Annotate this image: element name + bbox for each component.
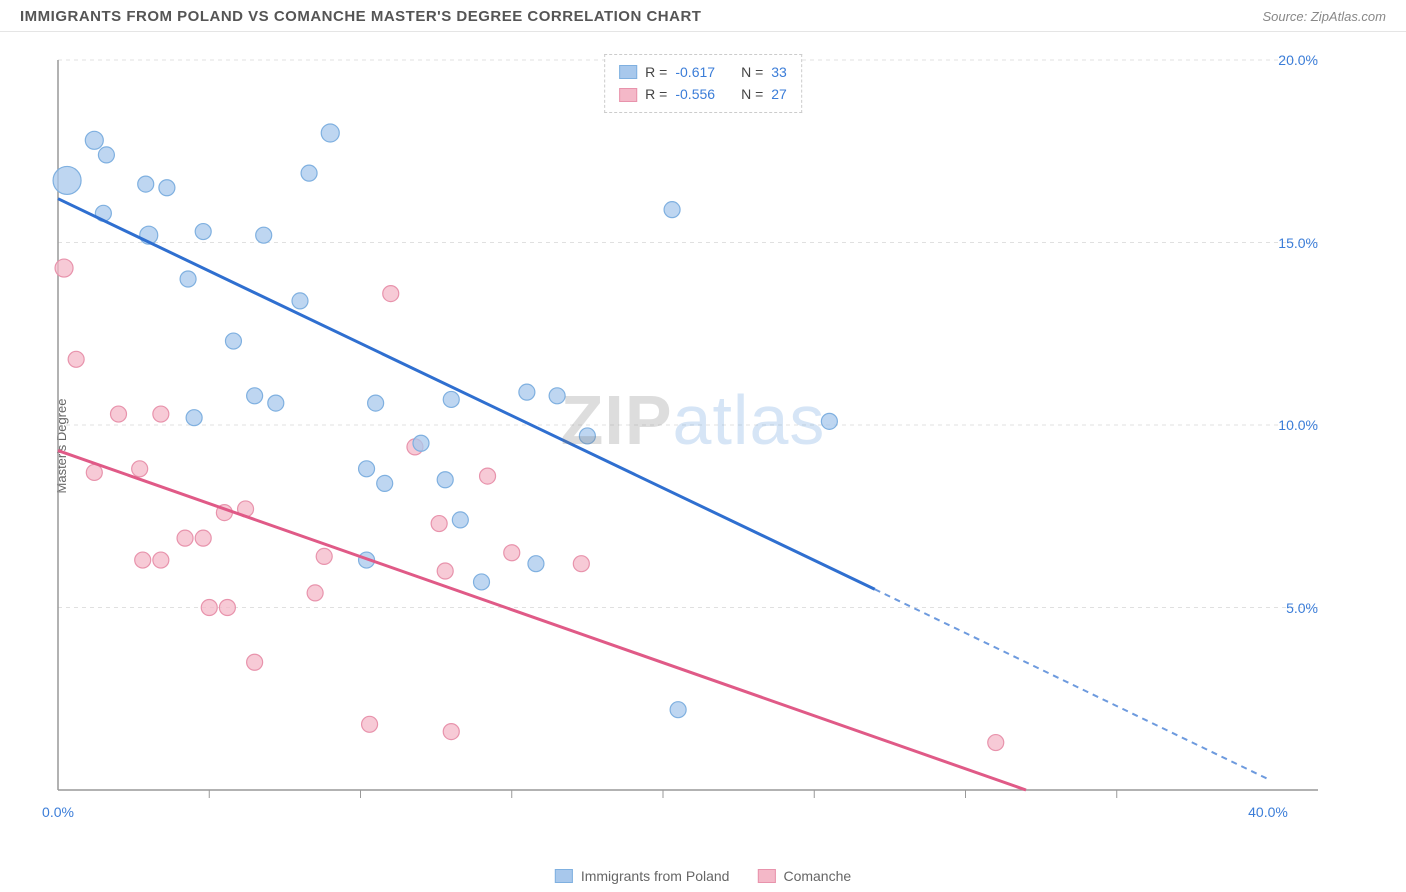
x-tick-label: 0.0% <box>42 804 74 820</box>
source-credit: Source: ZipAtlas.com <box>1262 9 1386 24</box>
legend-item-comanche: Comanche <box>757 868 851 884</box>
chart-header: IMMIGRANTS FROM POLAND VS COMANCHE MASTE… <box>0 0 1406 32</box>
source-label: Source: <box>1262 9 1310 24</box>
x-tick-label: 40.0% <box>1248 804 1288 820</box>
stats-row-comanche: R = -0.556 N = 27 <box>619 83 787 105</box>
r-value: -0.556 <box>675 83 715 105</box>
n-label: N = <box>741 83 763 105</box>
legend-label: Immigrants from Poland <box>581 868 730 884</box>
r-value: -0.617 <box>675 61 715 83</box>
source-value: ZipAtlas.com <box>1311 9 1386 24</box>
y-tick-label: 10.0% <box>1278 417 1318 433</box>
chart-title: IMMIGRANTS FROM POLAND VS COMANCHE MASTE… <box>20 8 701 25</box>
stats-row-poland: R = -0.617 N = 33 <box>619 61 787 83</box>
n-label: N = <box>741 61 763 83</box>
series-legend: Immigrants from Poland Comanche <box>555 868 851 884</box>
r-label: R = <box>645 61 667 83</box>
swatch-poland <box>619 65 637 79</box>
legend-label: Comanche <box>783 868 851 884</box>
legend-item-poland: Immigrants from Poland <box>555 868 730 884</box>
y-tick-label: 15.0% <box>1278 235 1318 251</box>
scatter-svg <box>48 50 1338 820</box>
stats-legend: R = -0.617 N = 33 R = -0.556 N = 27 <box>604 54 802 113</box>
chart-plot-area: ZIPatlas 5.0%10.0%15.0%20.0% 0.0%40.0% <box>48 50 1338 820</box>
swatch-comanche <box>757 869 775 883</box>
n-value: 33 <box>771 61 787 83</box>
r-label: R = <box>645 83 667 105</box>
swatch-poland <box>555 869 573 883</box>
y-tick-label: 20.0% <box>1278 52 1318 68</box>
y-tick-label: 5.0% <box>1286 600 1318 616</box>
swatch-comanche <box>619 88 637 102</box>
n-value: 27 <box>771 83 787 105</box>
